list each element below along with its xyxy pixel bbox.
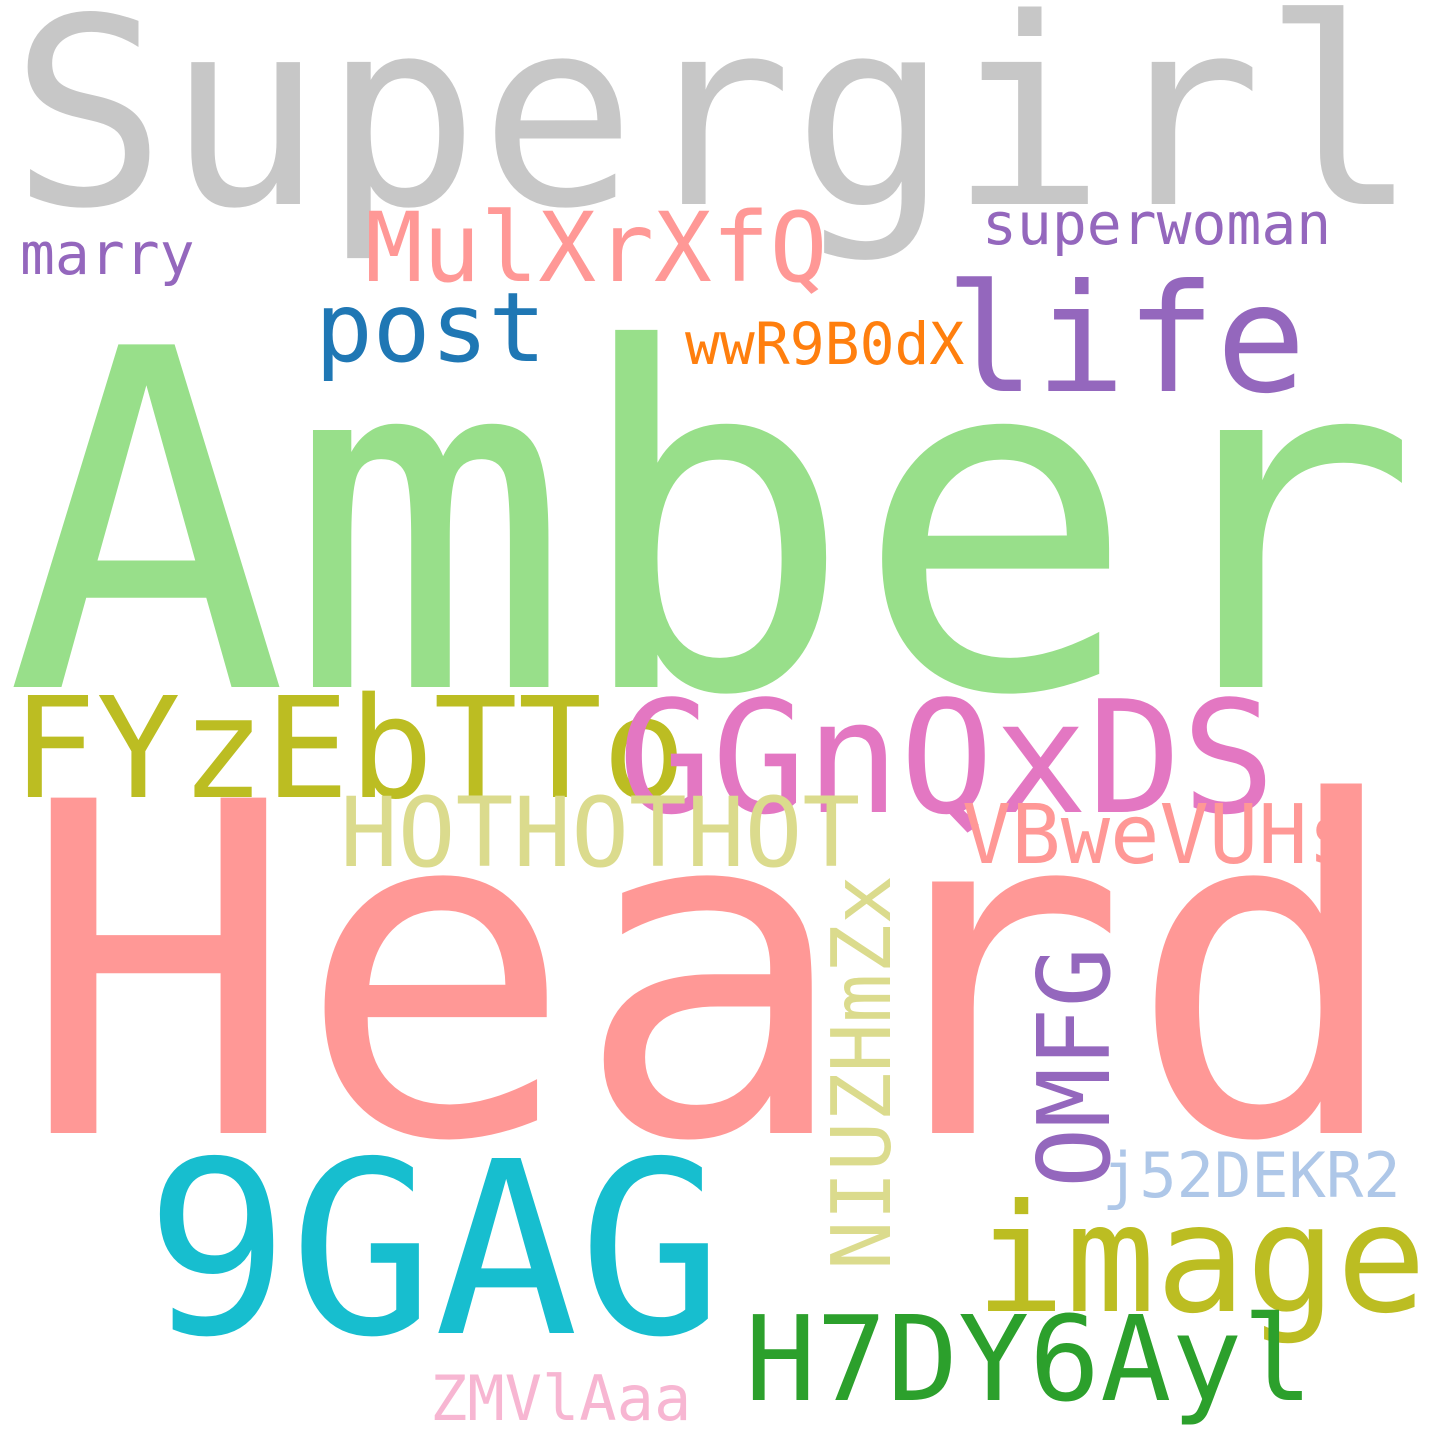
word-post: post	[315, 272, 547, 384]
word-wwr9b0dx: wwR9B0dX	[685, 310, 965, 378]
word-mulxrxfq: MulXrXfQ	[365, 192, 828, 304]
word-j52dekr2: j52DEKR2	[1102, 1139, 1401, 1212]
word-ggnqxds: GGnQxDS	[618, 667, 1276, 849]
word-9gag: 9GAG	[145, 1110, 723, 1390]
word-vbwevuhs: VBweVUHs	[962, 788, 1357, 883]
word-heard: Heard	[20, 707, 1405, 1242]
word-hothothot: HOTHOTHOT	[340, 777, 861, 889]
word-zmvlaaa: ZMVlAaa	[430, 1362, 692, 1435]
word-h7dy6ayl: H7DY6Ayl	[745, 1290, 1314, 1428]
word-fyzebtto: FYzEbTTo	[12, 668, 687, 831]
word-supergirl: Supergirl	[10, 0, 1419, 266]
word-amber: Amber	[5, 251, 1420, 798]
word-marry: marry	[20, 220, 195, 288]
word-image: image	[975, 1173, 1427, 1347]
word-superwoman: superwoman	[982, 190, 1332, 258]
word-life: life	[945, 253, 1307, 427]
word-niuzhmzx: NIUZHmZx	[815, 875, 910, 1270]
